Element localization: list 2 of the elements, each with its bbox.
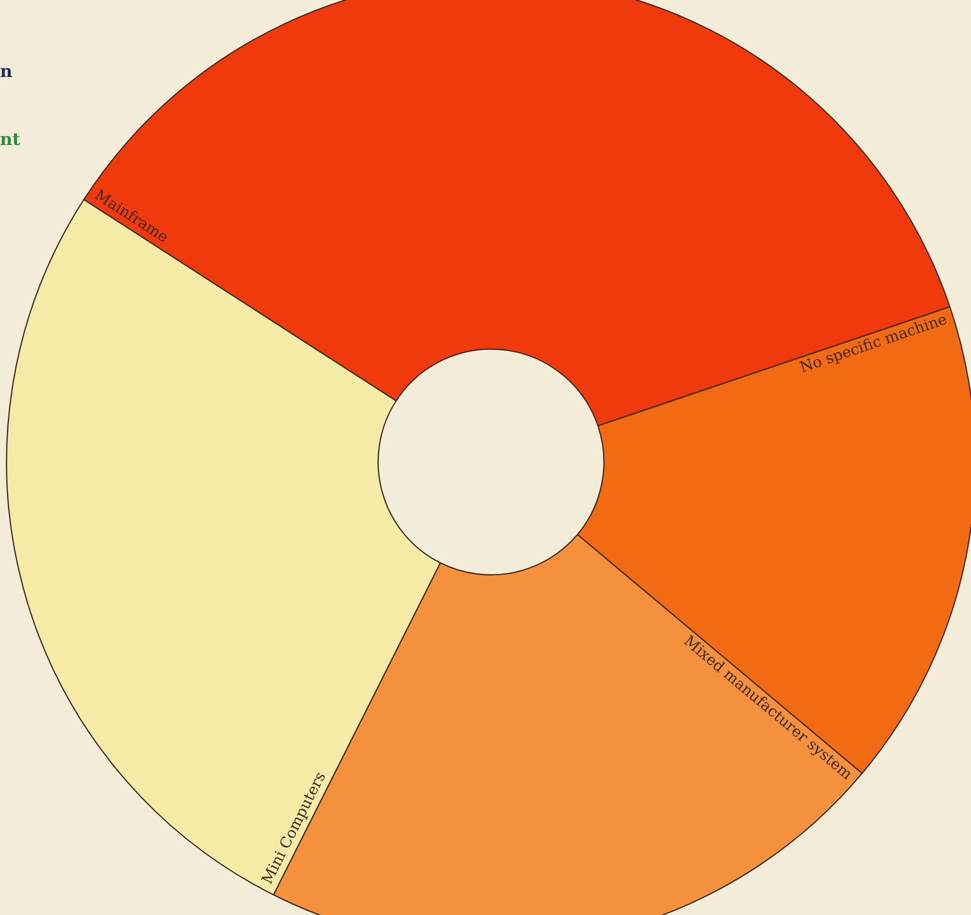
text: nt	[0, 130, 20, 150]
text: n	[0, 62, 12, 82]
